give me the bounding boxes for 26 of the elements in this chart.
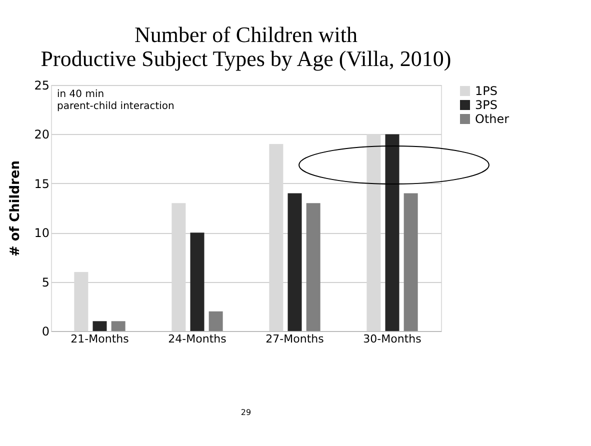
x-tick-label: 30-Months bbox=[363, 332, 422, 346]
bar bbox=[92, 321, 107, 331]
y-axis-title: # of Children bbox=[8, 160, 24, 257]
legend-label: Other bbox=[475, 112, 510, 126]
x-tick-label: 27-Months bbox=[266, 332, 324, 346]
bar bbox=[190, 232, 204, 331]
y-tick-label: 5 bbox=[42, 275, 50, 290]
legend-label: 3PS bbox=[475, 98, 498, 112]
bar bbox=[111, 321, 126, 331]
bar bbox=[288, 193, 302, 331]
y-tick-label: 0 bbox=[42, 324, 50, 338]
bar bbox=[385, 134, 400, 331]
y-tick-label: 25 bbox=[34, 78, 50, 92]
y-tick-label: 10 bbox=[34, 226, 50, 240]
x-tick-label: 24-Months bbox=[168, 332, 227, 346]
text: Productive Subject Types by Age (Villa, 2010) bbox=[40, 46, 452, 71]
y-tick-label: 20 bbox=[34, 128, 50, 142]
text: Number of Children with bbox=[134, 22, 358, 47]
bar bbox=[404, 193, 418, 331]
x-tick-label: 21-Months bbox=[70, 332, 130, 346]
bar bbox=[306, 203, 320, 331]
bar bbox=[208, 311, 223, 331]
annotation: in 40 min parent-child interaction bbox=[57, 89, 174, 112]
text: 29 bbox=[240, 408, 252, 417]
y-tick-label: 15 bbox=[34, 176, 50, 191]
legend-label: 1PS bbox=[475, 84, 498, 98]
